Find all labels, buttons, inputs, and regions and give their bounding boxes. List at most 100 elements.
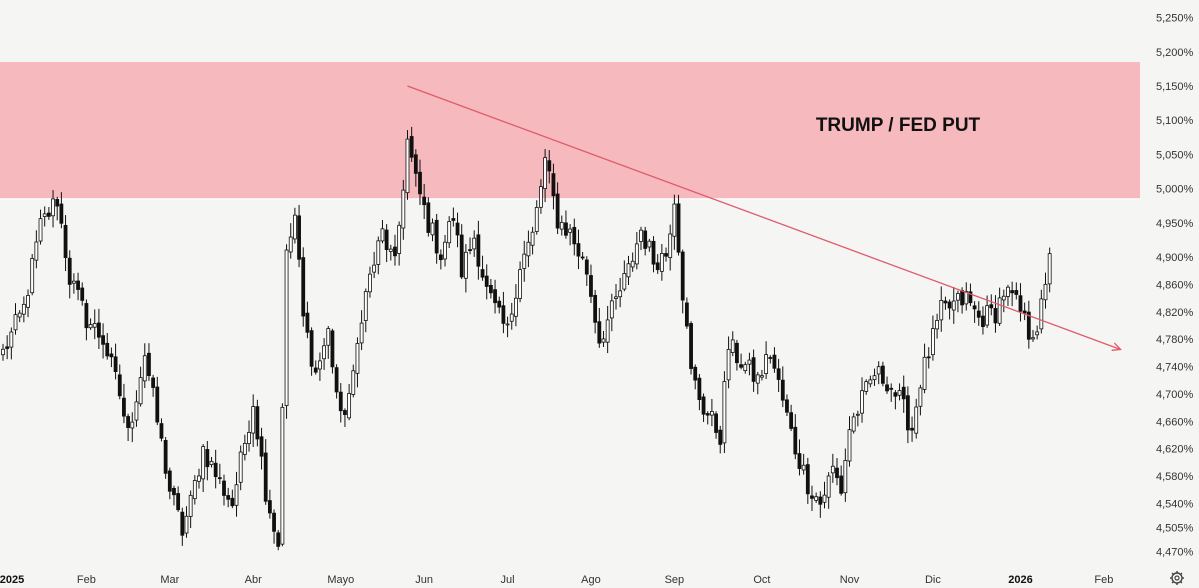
candle-body-down bbox=[701, 396, 706, 415]
candle bbox=[363, 288, 368, 333]
candle bbox=[843, 448, 848, 502]
candle-body-down bbox=[805, 464, 810, 495]
candle bbox=[380, 219, 385, 244]
candle-body-up bbox=[522, 253, 527, 269]
candle bbox=[643, 226, 648, 256]
candle-body-down bbox=[664, 253, 668, 257]
candle bbox=[393, 234, 397, 266]
candle bbox=[880, 361, 885, 387]
candle bbox=[664, 247, 668, 262]
candle-body-up bbox=[380, 228, 385, 242]
candle bbox=[951, 287, 956, 324]
candle-body-up bbox=[722, 381, 727, 444]
candle bbox=[1014, 282, 1019, 300]
candle-body-down bbox=[226, 495, 231, 500]
candle bbox=[209, 456, 214, 468]
candle bbox=[872, 368, 877, 386]
candle-body-down bbox=[576, 243, 581, 257]
candle-body-down bbox=[684, 302, 689, 327]
candle-body-up bbox=[931, 328, 935, 356]
y-tick-label: 4,660% bbox=[1156, 416, 1194, 428]
candle-body-up bbox=[209, 460, 214, 466]
candle bbox=[522, 240, 527, 282]
candle bbox=[618, 277, 623, 308]
candle bbox=[972, 301, 977, 323]
candle-body-up bbox=[601, 338, 606, 343]
candle bbox=[413, 149, 418, 187]
candle-body-up bbox=[1035, 331, 1040, 336]
candle-body-up bbox=[710, 411, 714, 416]
candle bbox=[197, 468, 201, 489]
candle bbox=[122, 383, 126, 424]
trendline[interactable] bbox=[407, 85, 1121, 351]
candle bbox=[793, 414, 798, 460]
candle-body-down bbox=[705, 413, 710, 416]
candle bbox=[1039, 289, 1044, 334]
candle bbox=[138, 366, 143, 407]
candle-body-up bbox=[376, 240, 381, 265]
candle bbox=[226, 487, 231, 508]
y-axis[interactable]: 5,250% 5,200% 5,150% 5,100% 5,050% 5,000% 4,95… bbox=[1140, 0, 1199, 588]
candle bbox=[647, 238, 652, 252]
candle bbox=[526, 230, 531, 268]
axis-settings-button[interactable] bbox=[1170, 571, 1184, 585]
candle bbox=[568, 224, 573, 246]
candle bbox=[1043, 272, 1048, 309]
candle bbox=[142, 343, 147, 389]
candle bbox=[55, 196, 60, 221]
candle bbox=[905, 386, 910, 444]
candle bbox=[67, 250, 72, 299]
candle bbox=[167, 467, 172, 500]
candle bbox=[434, 213, 439, 264]
candle-body-down bbox=[418, 171, 422, 195]
candle-body-up bbox=[997, 297, 1002, 324]
candle bbox=[539, 179, 543, 214]
candle-body-up bbox=[622, 273, 627, 290]
candle-body-up bbox=[747, 359, 752, 365]
candle-body-up bbox=[568, 228, 573, 233]
candle-body-down bbox=[785, 399, 789, 413]
candle bbox=[505, 316, 510, 338]
candle bbox=[931, 315, 935, 361]
candle bbox=[639, 226, 643, 251]
candle bbox=[251, 394, 256, 447]
candle-body-down bbox=[793, 426, 798, 455]
candle-body-down bbox=[438, 254, 443, 261]
candle-body-down bbox=[117, 374, 122, 397]
x-tick-label: Nov bbox=[840, 574, 860, 586]
candle-body-down bbox=[551, 173, 556, 197]
candle-body-down bbox=[780, 379, 785, 401]
candle-body-down bbox=[172, 487, 176, 496]
candle bbox=[430, 218, 435, 242]
x-tick-label: Feb bbox=[1094, 574, 1113, 586]
y-tick-label: 4,470% bbox=[1156, 546, 1194, 558]
candle-body-up bbox=[251, 406, 256, 434]
candle bbox=[680, 249, 685, 314]
candle-body-up bbox=[864, 381, 869, 392]
candle-body-up bbox=[659, 253, 664, 272]
candle bbox=[151, 374, 156, 397]
candle-body-down bbox=[901, 386, 906, 400]
candle-body-down bbox=[889, 387, 894, 390]
candle-body-up bbox=[897, 390, 902, 396]
candle-body-down bbox=[735, 342, 739, 364]
candle bbox=[405, 130, 410, 200]
candle-body-up bbox=[443, 241, 447, 260]
candle bbox=[1018, 283, 1023, 322]
gear-icon-center bbox=[1174, 575, 1180, 581]
candle-body-up bbox=[368, 273, 372, 293]
candle bbox=[97, 308, 101, 349]
y-tick-label: 4,780% bbox=[1156, 334, 1194, 346]
candle-body-up bbox=[509, 313, 514, 322]
candle bbox=[1022, 302, 1027, 321]
gear-icon-tooth bbox=[1180, 572, 1183, 575]
x-axis[interactable]: 2025 Feb Mar Abr Mayo Jun Jul Ago Sep Oct Nov Dic 20… bbox=[0, 566, 1199, 588]
candle bbox=[864, 379, 869, 395]
candle bbox=[655, 254, 660, 274]
candle bbox=[760, 369, 764, 381]
candle bbox=[443, 235, 447, 267]
candle-body-up bbox=[822, 494, 827, 503]
candle bbox=[839, 465, 844, 496]
candle bbox=[684, 297, 689, 329]
